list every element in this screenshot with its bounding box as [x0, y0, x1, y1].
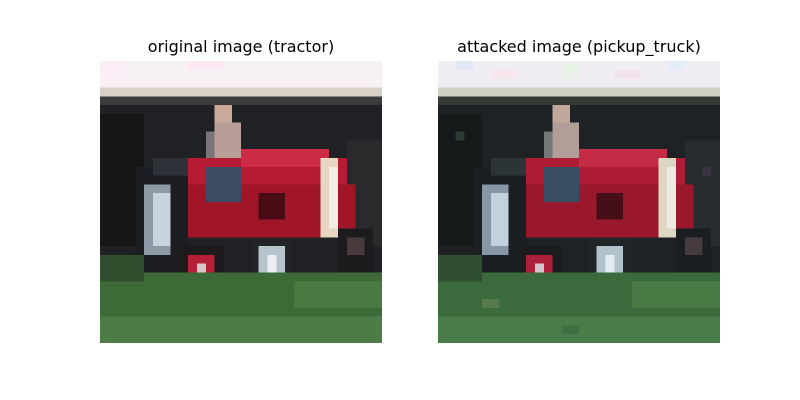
- tractor-image: [100, 61, 382, 343]
- original-image: [100, 61, 382, 343]
- attacked-image-title: attacked image (pickup_truck): [457, 37, 701, 56]
- tractor-image-perturbed: [438, 61, 720, 343]
- attacked-panel: attacked image (pickup_truck): [438, 0, 720, 400]
- original-image-title: original image (tractor): [147, 37, 335, 56]
- original-panel: original image (tractor): [100, 0, 382, 400]
- attacked-image: [438, 61, 720, 343]
